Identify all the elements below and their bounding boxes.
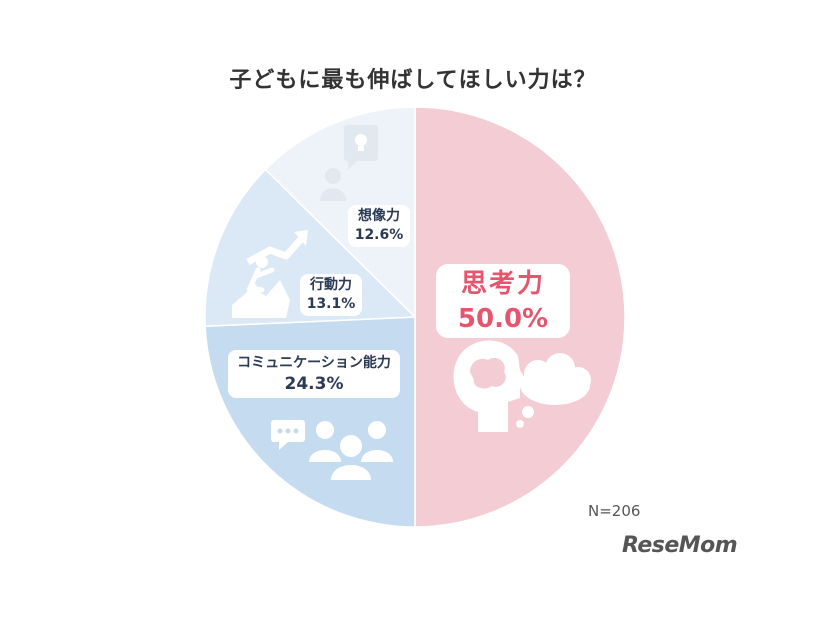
- resemom-logo: ReseMom: [622, 533, 738, 558]
- chart-title: 子どもに最も伸ばしてほしい力は？: [229, 68, 597, 93]
- slice-communication: [204, 316, 416, 528]
- group-chat-icon: [271, 420, 393, 480]
- label-slice-imagination: 想像力 12.6%: [348, 205, 410, 247]
- slice-imagination: [264, 106, 416, 319]
- sample-size-note: N=206: [588, 502, 641, 520]
- thought-bubble-icon: [516, 353, 591, 428]
- climbing-arrow-icon: [232, 230, 308, 318]
- slice-value: 13.1%: [306, 296, 356, 312]
- slice-value: 50.0%: [457, 304, 549, 334]
- slice-value: 12.6%: [354, 227, 404, 243]
- label-slice-action: 行動力 13.1%: [300, 274, 362, 316]
- slice-label: 想像力: [358, 208, 400, 224]
- slice-label: 行動力: [310, 277, 352, 293]
- brain-head-icon: [453, 340, 528, 432]
- slice-label: コミュニケーション能力: [237, 355, 391, 371]
- lightbulb-person-icon: [320, 125, 378, 201]
- label-slice-communication: コミュニケーション能力 24.3%: [228, 350, 400, 398]
- slice-label: 思考力: [460, 269, 545, 299]
- slice-value: 24.3%: [284, 374, 344, 394]
- label-slice-thinking: 思考力 50.0%: [436, 264, 570, 338]
